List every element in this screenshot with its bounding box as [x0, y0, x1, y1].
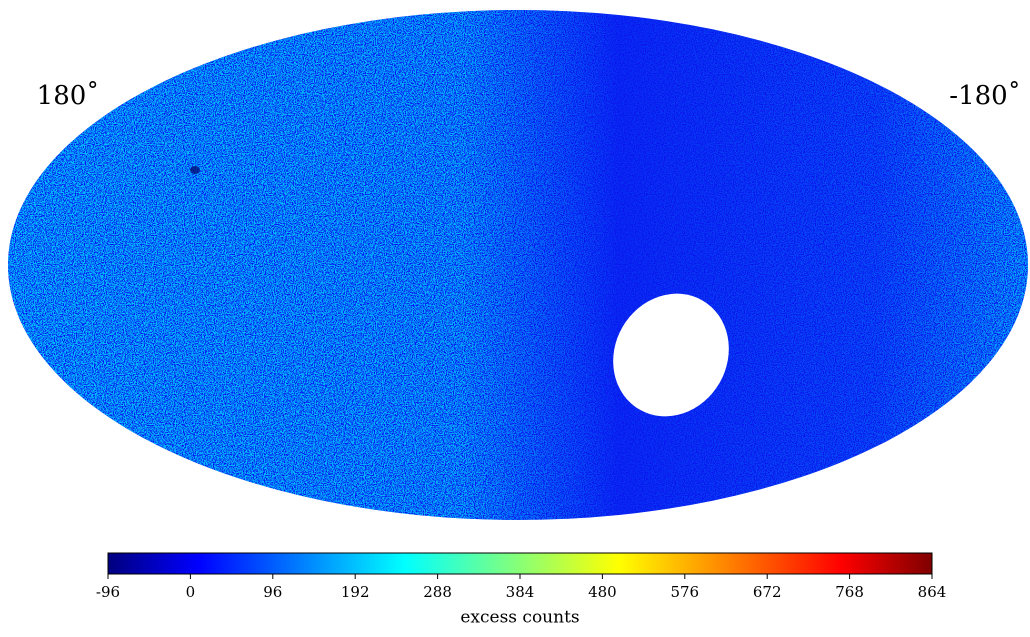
colorbar-tick-label: 864: [918, 583, 947, 601]
colorbar-tick-label: 192: [341, 583, 370, 601]
colorbar-label: excess counts: [460, 608, 579, 628]
colorbar-tick-label: 576: [670, 583, 699, 601]
lon-label: -180˚: [949, 81, 1020, 111]
colorbar-tick-label: 288: [423, 583, 452, 601]
colorbar-tick-label: 480: [588, 583, 617, 601]
lon-label: 180˚: [37, 81, 100, 111]
colorbar-tick-label: 768: [835, 583, 864, 601]
colorbar-tick-label: 96: [263, 583, 282, 601]
colorbar-tick-label: -96: [96, 583, 120, 601]
colorbar-tick-label: 384: [506, 583, 535, 601]
sky-map: [8, 10, 1028, 520]
colorbar: [107, 552, 933, 575]
colorbar-tick-label: 0: [186, 583, 196, 601]
colorbar-tick-label: 672: [753, 583, 782, 601]
